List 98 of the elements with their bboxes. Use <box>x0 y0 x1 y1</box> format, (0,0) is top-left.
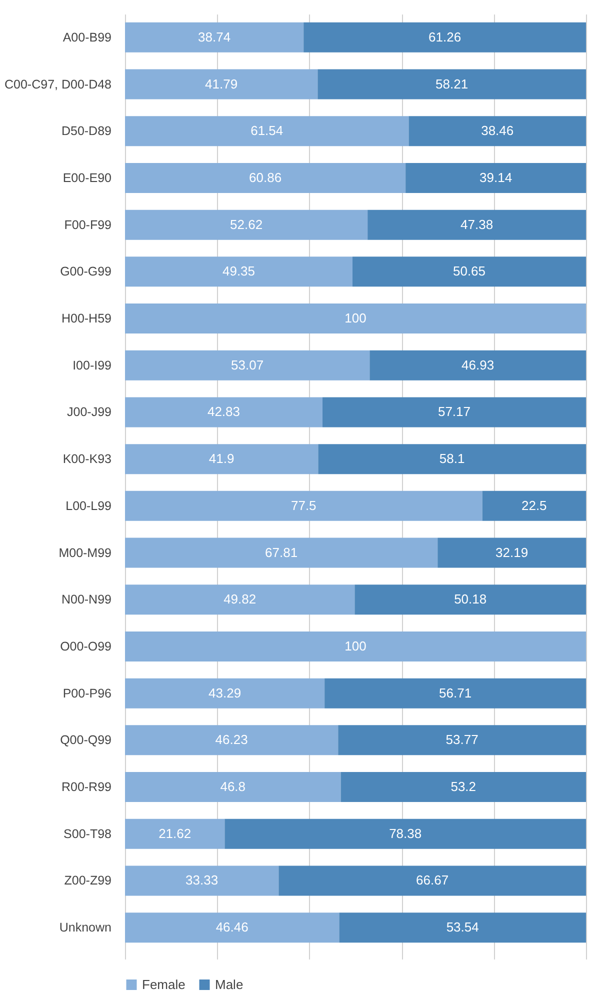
data-label: 21.62 <box>158 826 192 841</box>
bar <box>125 116 409 146</box>
bar <box>324 678 586 708</box>
data-label: 52.62 <box>230 216 263 232</box>
data-label: 32.19 <box>496 544 528 560</box>
y-tick-label: R00-R99 <box>61 780 112 794</box>
y-tick-label: L00-L99 <box>66 498 112 513</box>
bar <box>322 397 586 428</box>
y-tick-label: N00-N99 <box>61 592 112 607</box>
y-tick-label: D50-D89 <box>61 124 112 138</box>
bar <box>125 866 279 896</box>
y-tick-label: E00-E90 <box>62 170 112 185</box>
data-label: 46.8 <box>220 779 246 794</box>
bar <box>304 22 586 52</box>
data-label: 50.18 <box>454 592 487 607</box>
bar <box>125 69 318 100</box>
data-label: 41.9 <box>208 451 234 466</box>
data-label: 47.38 <box>460 216 494 232</box>
data-label: 42.83 <box>207 404 240 420</box>
bar <box>125 444 318 474</box>
bar <box>408 116 586 146</box>
bar <box>340 772 586 802</box>
bar <box>125 350 370 380</box>
data-label: 43.29 <box>208 685 242 700</box>
data-label: 22.5 <box>521 498 547 513</box>
data-label: 53.77 <box>446 732 478 748</box>
data-label: 78.38 <box>389 826 422 841</box>
y-tick-label: G00-G99 <box>60 264 112 279</box>
data-label: 60.86 <box>249 170 282 185</box>
data-label: 50.65 <box>452 264 486 279</box>
bar <box>370 350 586 380</box>
data-label: 100 <box>344 310 366 326</box>
y-tick-label: Q00-Q99 <box>60 733 112 748</box>
y-tick-label: H00-H59 <box>61 312 112 326</box>
data-label: 58.1 <box>439 451 465 466</box>
data-label: 66.67 <box>416 872 449 888</box>
bar <box>224 818 586 849</box>
y-tick-label: M00-M99 <box>58 546 112 560</box>
bar <box>318 69 586 100</box>
bar <box>125 210 368 240</box>
bar <box>339 912 586 943</box>
bar <box>368 210 586 240</box>
y-tick-label: I00-I99 <box>72 358 112 372</box>
y-tick-label: C00-C97, D00-D48 <box>4 77 112 92</box>
y-tick-label: Z00-Z99 <box>64 874 112 888</box>
y-tick-label: A00-B99 <box>62 30 112 44</box>
data-label: 53.54 <box>446 920 479 935</box>
data-label: 57.17 <box>438 404 470 420</box>
bar <box>125 772 341 802</box>
bar <box>125 256 353 287</box>
bar <box>125 678 325 708</box>
data-label: 46.23 <box>215 732 248 748</box>
data-label: 67.81 <box>265 544 298 560</box>
bar <box>352 256 586 287</box>
legend-label: Female <box>142 976 186 992</box>
y-tick-label: S00-T98 <box>64 826 112 841</box>
data-label: 61.26 <box>428 29 462 44</box>
data-label: 33.33 <box>186 872 218 888</box>
y-tick-label: F00-F99 <box>64 218 112 232</box>
data-label: 39.14 <box>480 170 512 185</box>
y-tick-label: K00-K93 <box>62 452 112 466</box>
y-tick-label: Unknown <box>59 920 112 935</box>
bar <box>318 444 586 474</box>
legend-label: Male <box>215 976 244 992</box>
data-label: 61.54 <box>250 123 284 138</box>
data-label: 77.5 <box>290 498 316 513</box>
bar <box>125 631 586 662</box>
bar <box>338 725 586 756</box>
data-label: 100 <box>344 638 366 654</box>
data-label: 53.07 <box>231 357 264 372</box>
bar <box>125 725 338 756</box>
data-label: 38.46 <box>481 123 514 138</box>
data-label: 38.74 <box>198 29 231 44</box>
data-label: 49.35 <box>222 264 256 279</box>
y-tick-label: O00-O99 <box>60 639 112 654</box>
bar <box>125 490 482 521</box>
bar <box>125 818 225 849</box>
bar <box>125 538 438 568</box>
y-tick-label: J00-J99 <box>67 405 112 420</box>
bar <box>125 22 304 52</box>
bar <box>125 912 340 943</box>
data-label: 53.2 <box>450 779 476 794</box>
bar <box>125 397 322 428</box>
bar <box>438 538 586 568</box>
data-label: 58.21 <box>436 76 468 92</box>
data-label: 41.79 <box>205 76 238 92</box>
bar <box>125 304 586 334</box>
y-tick-label: P00-P96 <box>62 686 112 700</box>
data-label: 56.71 <box>439 685 472 700</box>
bar <box>278 866 586 896</box>
bar <box>125 584 355 615</box>
data-label: 49.82 <box>224 592 256 607</box>
data-label: 46.93 <box>462 357 494 372</box>
bar <box>406 162 586 193</box>
bar <box>354 584 586 615</box>
bar <box>125 162 406 193</box>
data-label: 46.46 <box>216 920 248 935</box>
bar <box>482 490 586 521</box>
